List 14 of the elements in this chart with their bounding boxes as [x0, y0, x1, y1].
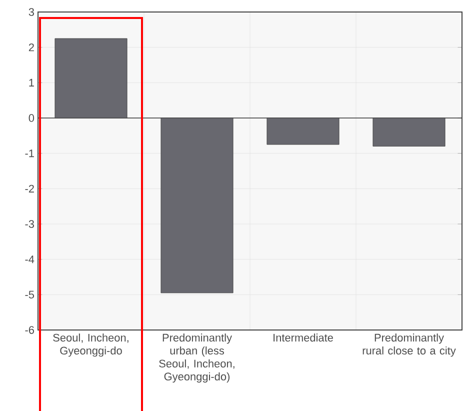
- x-tick-label: Predominantly urban (less Seoul, Incheon, Gyeonggi-do): [159, 334, 234, 383]
- y-tick-label: -5: [25, 290, 34, 298]
- y-tick-label: 1: [29, 78, 34, 86]
- y-tick-label: -6: [25, 326, 34, 334]
- y-tick-label: 3: [28, 8, 34, 16]
- y-tick-label: -2: [25, 184, 34, 192]
- y-tick-label: 0: [28, 114, 34, 122]
- y-tick-label: -3: [25, 220, 34, 228]
- y-tick-label: -4: [25, 256, 34, 264]
- x-tick-label: Intermediate: [274, 334, 333, 342]
- x-tick-label: Predominantly rural close to a city: [362, 334, 456, 357]
- y-tick-label: 2: [28, 44, 34, 52]
- y-tick-label: -1: [25, 150, 34, 158]
- x-tick-label: Seoul, Incheon, Gyeonggi-do: [53, 334, 128, 357]
